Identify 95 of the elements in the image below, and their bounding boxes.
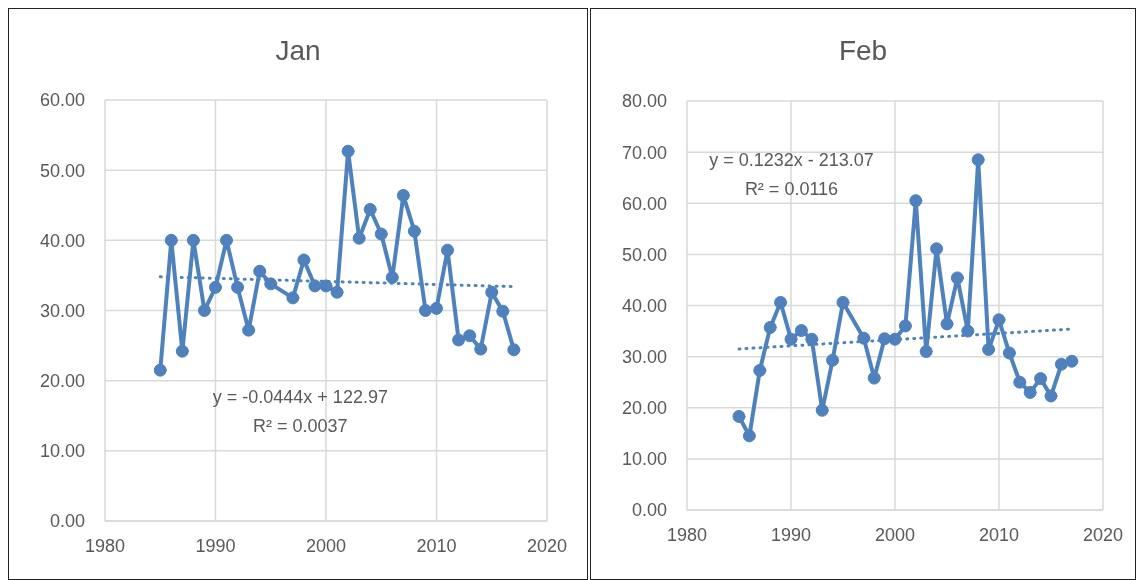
point (784, 332, 798, 346)
point (253, 264, 267, 278)
point (732, 409, 746, 423)
point (742, 429, 756, 443)
point (374, 227, 388, 241)
y-tick-label: 50.00 (39, 160, 85, 181)
chart-title: Jan (274, 35, 322, 67)
y-tick-label: 20.00 (621, 398, 667, 419)
point (363, 202, 377, 216)
y-tick-label: 20.00 (39, 371, 85, 392)
point (961, 324, 975, 338)
point (474, 342, 488, 356)
point (763, 320, 777, 334)
point (330, 285, 344, 299)
point (452, 333, 466, 347)
point (407, 224, 421, 238)
point (153, 363, 167, 377)
x-tick-label: 1990 (770, 524, 812, 545)
point (396, 188, 410, 202)
x-tick-label: 2000 (305, 535, 347, 556)
y-tick-label: 40.00 (39, 230, 85, 251)
point (867, 371, 881, 385)
point (753, 363, 767, 377)
point (463, 329, 477, 343)
point (264, 277, 278, 291)
point (1054, 357, 1068, 371)
point (485, 285, 499, 299)
y-tick-label: 50.00 (621, 244, 667, 265)
point (950, 271, 964, 285)
point (441, 243, 455, 257)
y-tick-label: 60.00 (39, 90, 85, 111)
point (430, 301, 443, 315)
point (418, 304, 432, 317)
annotation: y = -0.0444x + 122.97 (212, 386, 388, 410)
point (940, 317, 954, 331)
y-tick-label: 40.00 (621, 295, 667, 316)
point (1044, 389, 1058, 403)
x-tick-label: 2010 (978, 524, 1020, 545)
y-tick-label: 0.00 (49, 511, 85, 532)
point (175, 344, 189, 358)
y-tick-label: 70.00 (621, 142, 667, 163)
point (898, 319, 912, 333)
x-tick-label: 2000 (874, 524, 916, 545)
point (1023, 385, 1037, 399)
point (826, 353, 840, 367)
x-tick-label: 2010 (416, 535, 457, 556)
point (297, 253, 311, 267)
point (341, 144, 355, 158)
point (1002, 346, 1016, 360)
point (496, 304, 510, 318)
chart-title: Feb (837, 35, 889, 67)
point (909, 194, 923, 208)
point (815, 403, 829, 417)
point (930, 242, 944, 256)
point (507, 343, 521, 357)
point (197, 304, 211, 317)
point (352, 231, 366, 245)
point (286, 291, 300, 305)
point (220, 233, 234, 247)
point (982, 342, 996, 356)
point (794, 324, 808, 338)
x-tick-label: 2020 (1082, 524, 1124, 545)
point (888, 332, 902, 346)
point (308, 279, 322, 293)
annotation: R² = 0.0037 (252, 415, 349, 439)
point (1034, 372, 1048, 386)
annotation: R² = 0.0116 (743, 178, 840, 202)
x-tick-label: 2020 (526, 535, 568, 556)
y-tick-label: 10.00 (621, 449, 667, 470)
point (992, 313, 1006, 327)
y-tick-label: 60.00 (621, 193, 667, 214)
annotation: y = 0.1232x - 213.07 (709, 149, 874, 173)
point (805, 332, 819, 346)
point (385, 271, 399, 285)
point (919, 345, 933, 359)
point (971, 153, 985, 167)
point (1065, 354, 1079, 368)
y-tick-label: 30.00 (39, 300, 85, 321)
point (231, 280, 245, 294)
point (164, 233, 178, 247)
point (186, 233, 200, 247)
y-tick-label: 10.00 (39, 441, 85, 462)
y-tick-label: 80.00 (621, 91, 667, 112)
point (774, 295, 788, 309)
point (836, 295, 850, 309)
x-tick-label: 1980 (84, 535, 126, 556)
y-tick-label: 30.00 (621, 347, 667, 368)
point (1013, 375, 1027, 389)
y-tick-label: 0.00 (631, 500, 667, 521)
x-tick-label: 1980 (666, 524, 708, 545)
point (242, 323, 256, 337)
x-tick-label: 1990 (195, 535, 236, 556)
point (319, 279, 333, 293)
point (857, 331, 871, 345)
point (209, 280, 222, 294)
